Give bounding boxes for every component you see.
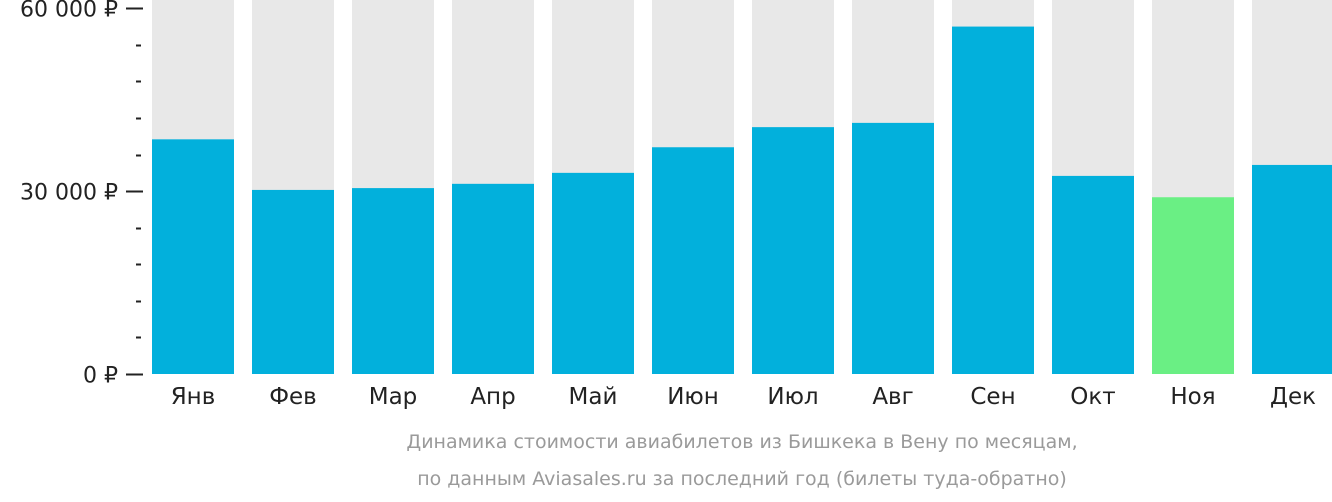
x-tick-label-Май: Май <box>569 384 618 410</box>
chart-caption-line-1: Динамика стоимости авиабилетов из Бишкек… <box>406 431 1078 453</box>
x-tick-label-Апр: Апр <box>470 384 515 410</box>
bar-chart: Янв Фев Мар Апр Май Июн Июл Авг Сен Окт Ноя Дек 0 ₽ 3… <box>20 0 1332 410</box>
bar-Апр <box>452 183 534 374</box>
x-tick-label-Июн: Июн <box>667 384 719 410</box>
x-tick-label-Дек: Дек <box>1270 384 1316 410</box>
y-tick-label: 30 000 ₽ <box>20 181 118 206</box>
x-tick-label-Окт: Окт <box>1070 384 1115 410</box>
bar-Янв <box>152 139 234 374</box>
bar-Сен <box>952 26 1034 374</box>
chart-caption-line-2: по данным Aviasales.ru за последний год … <box>417 468 1067 490</box>
x-tick-label-Авг: Авг <box>872 384 913 410</box>
y-tick-label: 60 000 ₽ <box>20 0 118 23</box>
x-tick-label-Фев: Фев <box>269 384 317 410</box>
bar-Дек <box>1252 164 1332 374</box>
bar-Мар <box>352 188 434 374</box>
x-tick-label-Мар: Мар <box>369 384 418 410</box>
bar-Июн <box>652 147 734 374</box>
bar-Июл <box>752 127 834 375</box>
x-tick-label-Ноя: Ноя <box>1170 384 1215 410</box>
bar-Ноя <box>1152 197 1234 374</box>
x-tick-label-Янв: Янв <box>171 384 216 410</box>
x-tick-label-Сен: Сен <box>970 384 1015 410</box>
bar-Окт <box>1052 175 1134 374</box>
bar-Май <box>552 172 634 374</box>
bar-Фев <box>252 189 334 374</box>
y-tick-label: 0 ₽ <box>83 364 118 389</box>
x-tick-label-Июл: Июл <box>767 384 818 410</box>
bar-Авг <box>852 122 934 374</box>
